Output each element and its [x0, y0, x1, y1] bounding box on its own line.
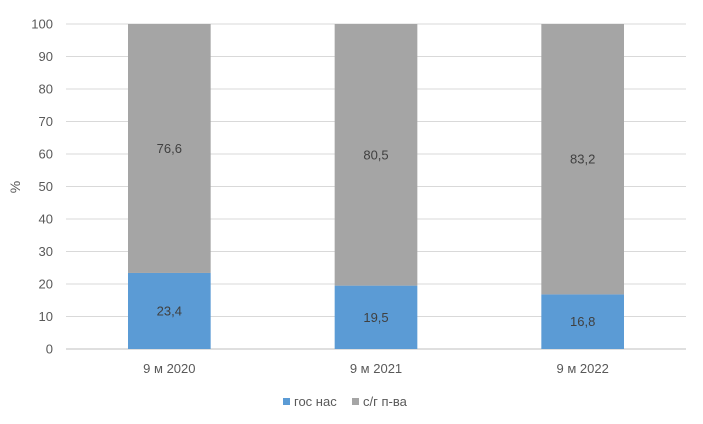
legend-label: с/г п-ва	[363, 394, 408, 409]
y-tick-label: 40	[39, 212, 53, 227]
legend-swatch	[352, 398, 359, 405]
data-label: 23,4	[157, 303, 182, 318]
y-tick-label: 50	[39, 179, 53, 194]
bar-segment	[541, 24, 624, 295]
x-tick-label: 9 м 2020	[143, 361, 195, 376]
bar-segment	[334, 285, 418, 349]
y-tick-label: 0	[46, 342, 53, 357]
y-tick-label: 90	[39, 49, 53, 64]
y-tick-label: 20	[39, 277, 53, 292]
data-label: 19,5	[363, 310, 388, 325]
y-axis-ticks: 0 10 20 30 40 50 60 70 80 90 100	[31, 17, 53, 357]
bars: 23,4 76,6 19,5 80,5 16,8 83,2	[128, 24, 624, 349]
bar-segment	[541, 294, 624, 349]
y-tick-label: 60	[39, 147, 53, 162]
bar-segment	[128, 24, 211, 273]
legend-label: гос нас	[294, 394, 337, 409]
data-label: 80,5	[363, 147, 388, 162]
x-axis-ticks: 9 м 2020 9 м 2021 9 м 2022	[143, 361, 609, 376]
bar-segment	[334, 24, 418, 286]
x-tick-label: 9 м 2022	[557, 361, 609, 376]
y-tick-label: 70	[39, 114, 53, 129]
data-label: 83,2	[570, 152, 595, 167]
legend-swatch	[283, 398, 290, 405]
data-label: 76,6	[157, 141, 182, 156]
y-tick-label: 30	[39, 244, 53, 259]
y-axis-title: %	[7, 181, 23, 193]
bar-segment	[128, 272, 211, 349]
y-tick-label: 100	[31, 17, 53, 32]
y-tick-label: 80	[39, 82, 53, 97]
data-label: 16,8	[570, 314, 595, 329]
y-tick-label: 10	[39, 309, 53, 324]
legend: гос нас с/г п-ва	[283, 394, 408, 409]
x-tick-label: 9 м 2021	[350, 361, 402, 376]
